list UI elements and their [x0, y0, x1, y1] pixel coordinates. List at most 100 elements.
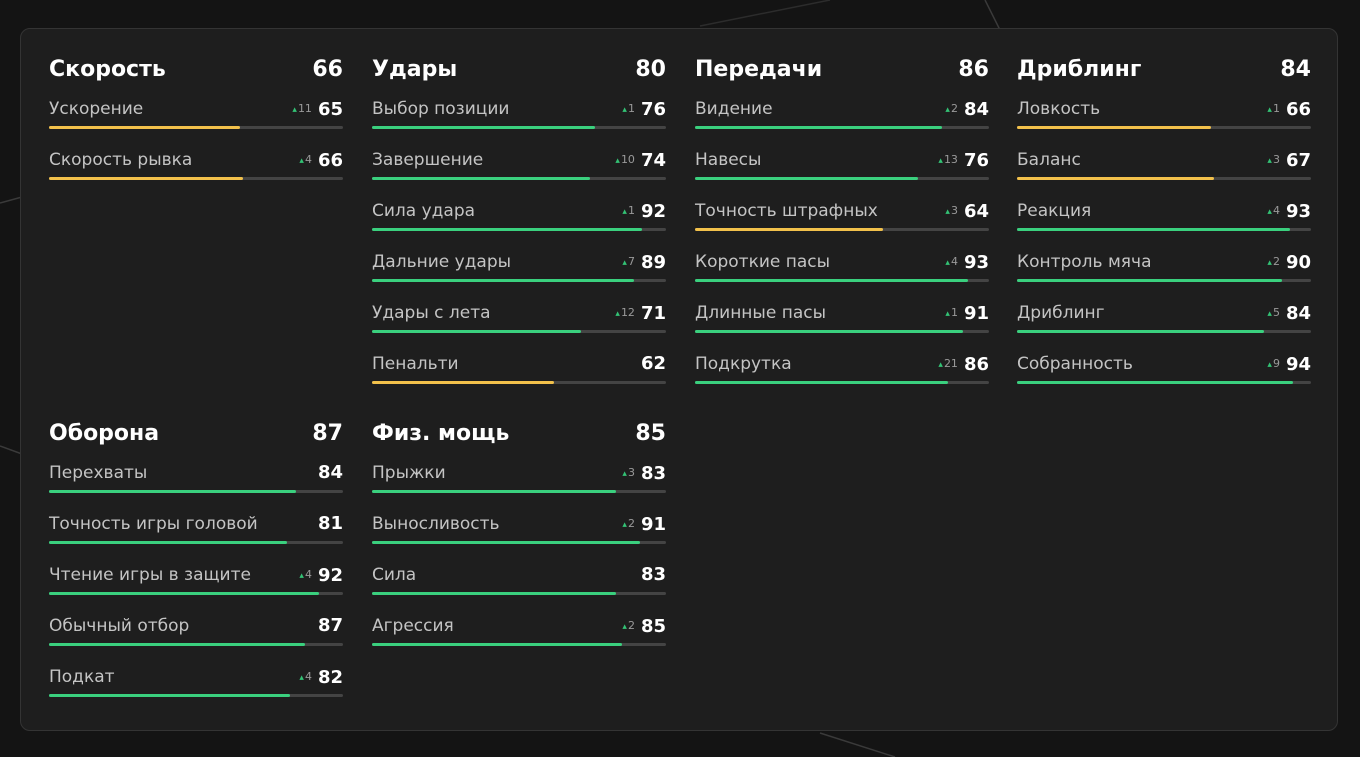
- group-total: 66: [312, 57, 343, 82]
- stat-delta: ▴4: [1267, 200, 1280, 223]
- stat-delta-value: 7: [627, 255, 635, 268]
- stat-label: Точность игры головой: [49, 514, 258, 534]
- arrow-up-icon: ▴: [1267, 360, 1272, 370]
- stat-values: ▴11 65: [292, 98, 343, 121]
- stat-value: 84: [963, 98, 989, 120]
- stat-bar: [372, 126, 666, 129]
- stat-bar: [1017, 381, 1311, 384]
- stat-value: 62: [640, 353, 666, 374]
- group-title: Дриблинг: [1017, 57, 1142, 82]
- stat-bar-fill: [695, 228, 884, 231]
- stat-value: 66: [317, 149, 343, 171]
- stat-bar: [49, 490, 343, 493]
- stat-bar: [372, 592, 666, 595]
- stat-label: Агрессия: [372, 616, 454, 636]
- stat-row: Точность игры головой ▴ 81: [49, 511, 343, 562]
- stat-row: Короткие пасы ▴4 93: [695, 249, 989, 300]
- group-header: Дриблинг 84: [1017, 56, 1311, 86]
- stat-value: 91: [640, 513, 666, 535]
- stat-bar: [1017, 279, 1311, 282]
- stat-row: Выбор позиции ▴1 76: [372, 96, 666, 147]
- group-title: Передачи: [695, 57, 823, 82]
- stat-row: Прыжки ▴3 83: [372, 460, 666, 511]
- stat-bar: [695, 381, 989, 384]
- stat-label: Видение: [695, 99, 773, 119]
- stat-row: Контроль мяча ▴2 90: [1017, 249, 1311, 300]
- arrow-up-icon: ▴: [1267, 309, 1272, 319]
- stat-delta: ▴4: [299, 666, 312, 689]
- arrow-up-icon: ▴: [945, 207, 950, 217]
- stat-delta-value: 1: [627, 204, 635, 217]
- stat-bar-fill: [372, 643, 622, 646]
- stat-bar: [1017, 330, 1311, 333]
- group-defending: Оборона 87 Перехваты ▴ 84 Точность игры …: [49, 420, 343, 715]
- arrow-up-icon: ▴: [622, 105, 627, 115]
- stat-label: Точность штрафных: [695, 201, 878, 221]
- arrow-up-icon: ▴: [622, 469, 627, 479]
- arrow-up-icon: ▴: [622, 258, 627, 268]
- stat-bar-fill: [372, 330, 581, 333]
- stat-row: Длинные пасы ▴1 91: [695, 300, 989, 351]
- stat-delta: ▴3: [1267, 149, 1280, 172]
- group-speed: Скорость 66 Ускорение ▴11 65 Скорость ры…: [49, 56, 343, 198]
- stat-values: ▴ 87: [318, 615, 343, 637]
- stat-delta-value: 1: [950, 306, 958, 319]
- stat-values: ▴2 90: [1267, 251, 1311, 274]
- stat-delta-value: 10: [620, 153, 635, 166]
- stat-row: Точность штрафных ▴3 64: [695, 198, 989, 249]
- stat-value: 93: [963, 251, 989, 273]
- stat-values: ▴1 76: [622, 98, 666, 121]
- arrow-up-icon: ▴: [1267, 258, 1272, 268]
- stat-bar-fill: [372, 228, 643, 231]
- stat-value: 67: [1285, 149, 1311, 171]
- stat-delta-value: 5: [1272, 306, 1280, 319]
- group-title: Оборона: [49, 421, 160, 446]
- stat-values: ▴13 76: [938, 149, 989, 172]
- stat-delta: ▴7: [622, 251, 635, 274]
- stat-delta: ▴2: [622, 615, 635, 638]
- stat-values: ▴4 66: [299, 149, 343, 172]
- arrow-up-icon: ▴: [1267, 207, 1272, 217]
- stat-bar: [695, 228, 989, 231]
- stat-delta-value: 3: [950, 204, 958, 217]
- stat-row: Ловкость ▴1 66: [1017, 96, 1311, 147]
- stat-values: ▴21 86: [938, 353, 989, 376]
- stat-delta: ▴3: [622, 462, 635, 485]
- stat-bar-fill: [695, 279, 969, 282]
- group-title: Удары: [372, 57, 458, 82]
- stat-bar-fill: [49, 643, 305, 646]
- stat-bar-fill: [372, 381, 555, 384]
- stat-delta: ▴2: [1267, 251, 1280, 274]
- stat-bar: [49, 694, 343, 697]
- stat-row: Обычный отбор ▴ 87: [49, 613, 343, 664]
- stat-delta-value: 4: [950, 255, 958, 268]
- stat-values: ▴2 84: [945, 98, 989, 121]
- stat-delta: ▴1: [1267, 98, 1280, 121]
- group-header: Удары 80: [372, 56, 666, 86]
- stat-bar-fill: [372, 126, 596, 129]
- stat-value: 74: [640, 149, 666, 171]
- stat-delta-value: 4: [1272, 204, 1280, 217]
- stat-delta-value: 4: [304, 670, 312, 683]
- stat-bar: [695, 279, 989, 282]
- stat-row: Реакция ▴4 93: [1017, 198, 1311, 249]
- stat-values: ▴3 83: [622, 462, 666, 485]
- arrow-up-icon: ▴: [622, 207, 627, 217]
- stat-delta: ▴3: [945, 200, 958, 223]
- stat-delta: ▴11: [292, 98, 312, 121]
- stat-values: ▴12 71: [615, 302, 666, 325]
- arrow-up-icon: ▴: [945, 105, 950, 115]
- stat-delta: ▴4: [945, 251, 958, 274]
- arrow-up-icon: ▴: [938, 156, 943, 166]
- stat-value: 86: [963, 353, 989, 375]
- stat-bar-fill: [372, 490, 617, 493]
- stat-row: Подкрутка ▴21 86: [695, 351, 989, 402]
- stat-bar: [49, 541, 343, 544]
- stat-bar-fill: [49, 177, 244, 180]
- stat-value: 65: [317, 98, 343, 120]
- stat-row: Перехваты ▴ 84: [49, 460, 343, 511]
- stat-value: 94: [1285, 353, 1311, 375]
- stat-delta: ▴4: [299, 149, 312, 172]
- stat-row: Удары с лета ▴12 71: [372, 300, 666, 351]
- stat-values: ▴3 67: [1267, 149, 1311, 172]
